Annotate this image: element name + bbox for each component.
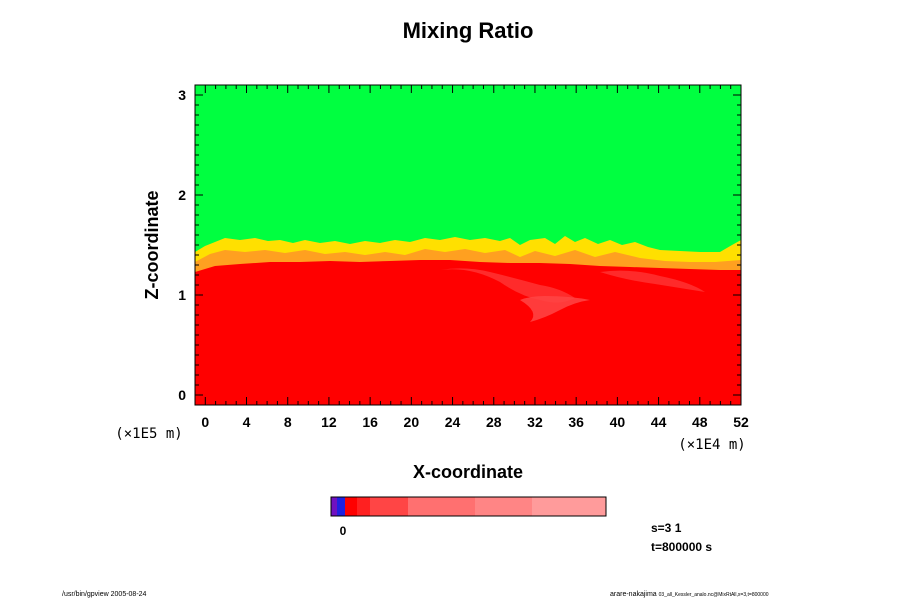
plot-area — [194, 84, 742, 406]
region-lower — [195, 260, 741, 405]
footer-right: arare-nakajima — [610, 591, 657, 598]
x-tick-label: 16 — [362, 414, 378, 430]
y-axis-label: Z-coordinate — [142, 190, 162, 299]
footer-right-group: arare-nakajima 03_all_Kessler_analo.nc@M… — [610, 591, 769, 598]
y-tick-labels: 0 1 2 3 — [178, 87, 186, 403]
x-tick-label: 8 — [284, 414, 292, 430]
y-scale-label: (×1E5 m) — [115, 426, 182, 442]
colorbar-segment — [475, 497, 532, 516]
axis-ticks — [194, 84, 742, 406]
x-tick-label: 52 — [733, 414, 749, 430]
colorbar-segment — [532, 497, 606, 516]
footer-right-small: 03_all_Kessler_analo.nc@MixRtAll,x=3,t=8… — [659, 592, 769, 598]
y-tick-label: 2 — [178, 187, 186, 203]
x-tick-label: 28 — [486, 414, 502, 430]
x-tick-label: 12 — [321, 414, 337, 430]
x-tick-label: 4 — [243, 414, 251, 430]
colorbar-segment — [357, 497, 370, 516]
chart-title: Mixing Ratio — [403, 18, 534, 43]
colorbar-segment — [408, 497, 475, 516]
x-tick-labels: 0 4 8 12 16 20 24 28 32 36 40 44 48 52 — [201, 414, 749, 430]
x-tick-label: 36 — [568, 414, 584, 430]
colorbar-segment — [370, 497, 408, 516]
footer-left: /usr/bin/gpview 2005-08-24 — [62, 591, 147, 598]
colorbar-frame — [330, 496, 607, 517]
x-tick-label: 44 — [651, 414, 667, 430]
x-tick-label: 20 — [404, 414, 420, 430]
x-tick-label: 32 — [527, 414, 543, 430]
light-patch-2 — [520, 296, 590, 322]
colorbar-segment — [345, 497, 357, 516]
x-tick-label: 40 — [610, 414, 626, 430]
colorbar-zero-label: 0 — [340, 524, 347, 538]
x-tick-label: 0 — [201, 414, 209, 430]
x-axis-label: X-coordinate — [413, 462, 523, 482]
x-tick-label: 48 — [692, 414, 708, 430]
y-tick-label: 1 — [178, 287, 186, 303]
x-scale-label: (×1E4 m) — [678, 437, 745, 453]
y-tick-label: 3 — [178, 87, 186, 103]
colorbar — [331, 497, 606, 516]
x-tick-label: 24 — [445, 414, 461, 430]
colorbar-segment — [331, 497, 337, 516]
colorbar-segment — [337, 497, 345, 516]
light-patch-3 — [600, 270, 705, 292]
light-patch-1 — [440, 268, 575, 303]
t-label: t=800000 s — [651, 540, 712, 554]
s-label: s=3 1 — [651, 521, 682, 535]
y-tick-label: 0 — [178, 387, 186, 403]
